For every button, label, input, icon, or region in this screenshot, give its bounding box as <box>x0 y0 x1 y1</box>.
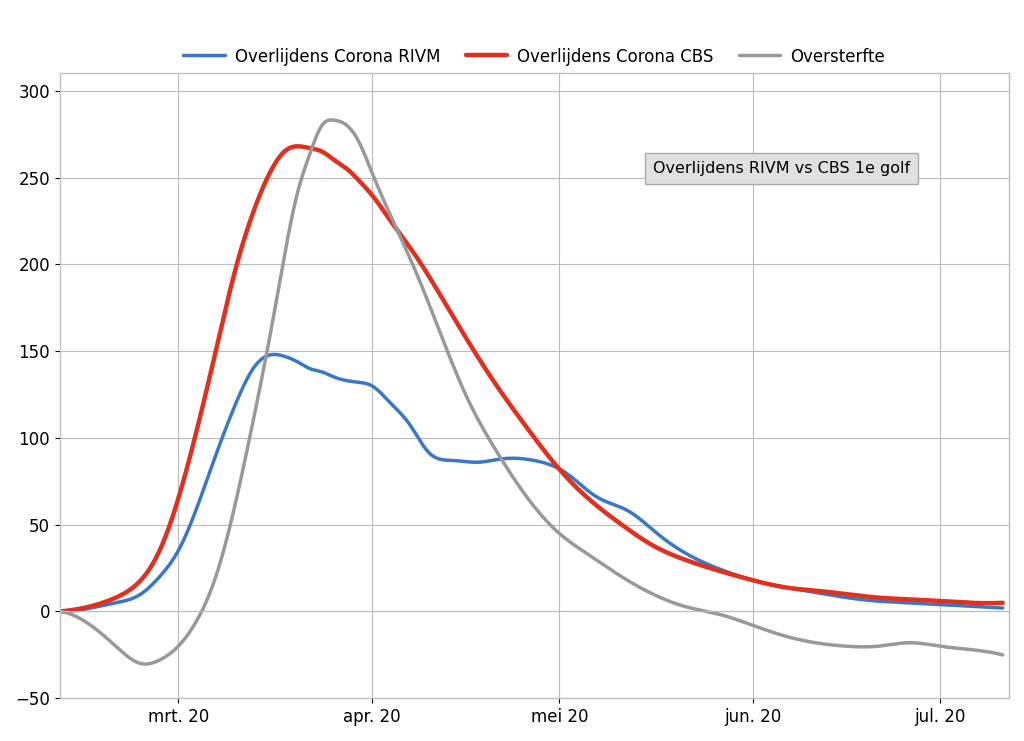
Oversterfte <box>138 659 151 668</box>
Overlijdens Corona RIVM <box>53 607 66 616</box>
Overlijdens Corona CBS <box>291 142 303 150</box>
Oversterfte <box>767 628 779 637</box>
Overlijdens Corona CBS <box>481 368 494 377</box>
Overlijdens Corona CBS <box>996 599 1009 608</box>
Overlijdens Corona RIVM <box>220 422 232 431</box>
Oversterfte <box>53 607 66 616</box>
Line: Oversterfte: Oversterfte <box>59 120 1002 664</box>
Overlijdens Corona RIVM <box>267 350 280 359</box>
Overlijdens Corona RIVM <box>298 361 310 370</box>
Overlijdens Corona CBS <box>685 557 697 566</box>
Overlijdens Corona RIVM <box>996 604 1009 613</box>
Line: Overlijdens Corona RIVM: Overlijdens Corona RIVM <box>59 354 1002 611</box>
Oversterfte <box>996 651 1009 659</box>
Overlijdens Corona CBS <box>765 580 777 589</box>
Oversterfte <box>298 167 310 176</box>
Oversterfte <box>612 571 625 579</box>
Legend: Overlijdens Corona RIVM, Overlijdens Corona CBS, Oversterfte: Overlijdens Corona RIVM, Overlijdens Cor… <box>177 41 892 73</box>
Overlijdens Corona CBS <box>298 142 310 151</box>
Overlijdens Corona RIVM <box>611 502 624 511</box>
Oversterfte <box>483 435 496 444</box>
Overlijdens Corona CBS <box>53 607 66 616</box>
Overlijdens Corona RIVM <box>481 456 494 465</box>
Overlijdens Corona CBS <box>611 516 624 525</box>
Overlijdens Corona RIVM <box>685 552 697 561</box>
Line: Overlijdens Corona CBS: Overlijdens Corona CBS <box>59 146 1002 611</box>
Oversterfte <box>222 529 234 538</box>
Overlijdens Corona RIVM <box>765 580 777 589</box>
Overlijdens Corona CBS <box>220 301 232 310</box>
Oversterfte <box>326 116 338 124</box>
Oversterfte <box>686 604 698 613</box>
Text: Overlijdens RIVM vs CBS 1e golf: Overlijdens RIVM vs CBS 1e golf <box>653 162 910 176</box>
